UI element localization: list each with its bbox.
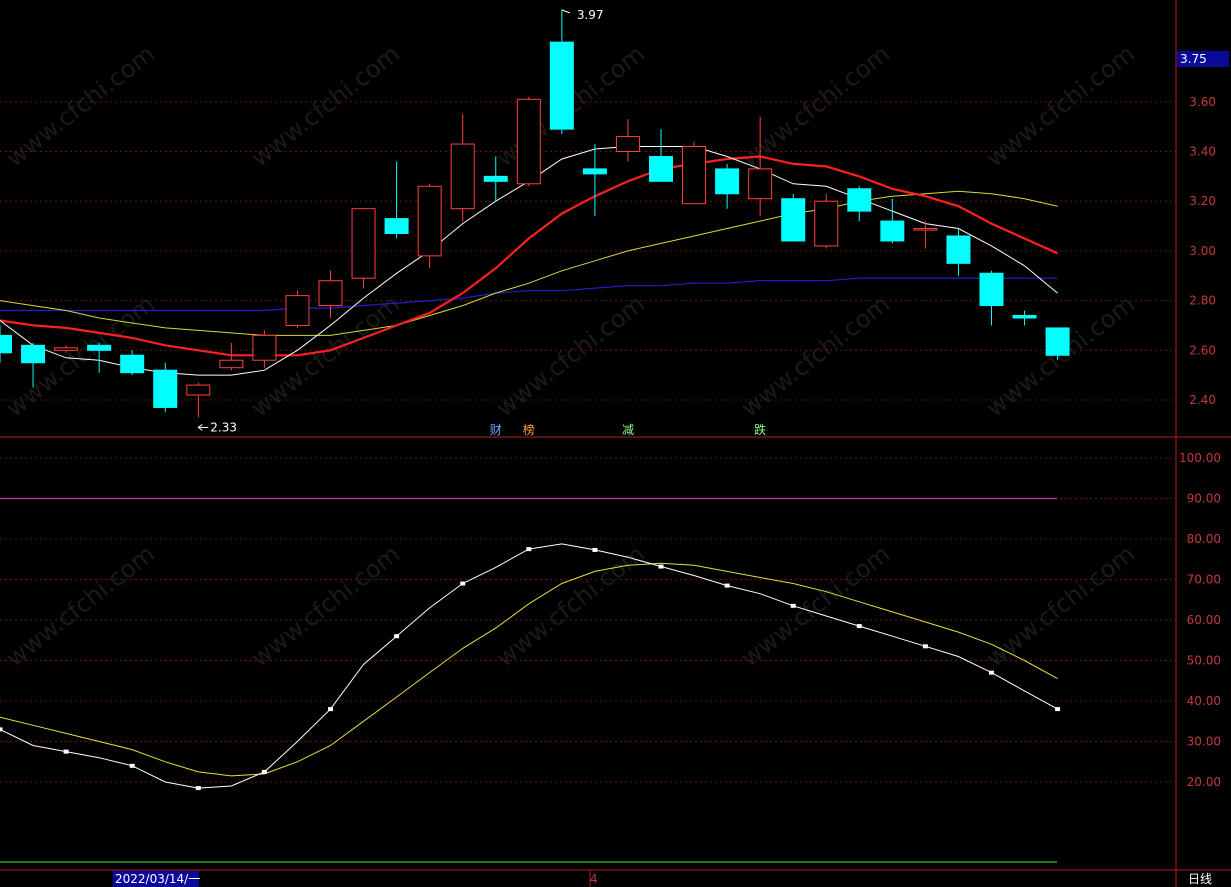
y-tick-label: 80.00: [1187, 532, 1221, 546]
indicator-point: [658, 564, 664, 569]
candle-body: [186, 384, 211, 396]
y-tick-label: 3.60: [1189, 95, 1216, 109]
y-tick-label: 2.40: [1189, 393, 1216, 407]
current-price-label: 3.75: [1180, 52, 1207, 66]
candle-body: [615, 136, 640, 152]
indicator-point: [1055, 707, 1061, 712]
y-tick-label: 70.00: [1187, 573, 1221, 587]
indicator-point: [790, 603, 796, 608]
annotation-arrow: [561, 9, 571, 14]
indicator-point: [261, 769, 267, 774]
candle-body: [21, 344, 46, 364]
candle-body: [450, 143, 475, 210]
candle-body: [54, 347, 79, 351]
candle-body: [285, 295, 310, 326]
current-price-box: [1177, 51, 1229, 67]
candle-body: [516, 98, 541, 185]
y-tick-label: 50.00: [1187, 654, 1221, 668]
y-tick-label: 20.00: [1187, 775, 1221, 789]
indicator-point: [328, 707, 333, 712]
y-tick-label: 40.00: [1187, 694, 1221, 708]
indicator-point: [592, 547, 598, 552]
ma-line-red: [0, 155, 1059, 357]
date-box[interactable]: [113, 871, 199, 887]
y-tick-label: 3.00: [1189, 244, 1216, 258]
y-axis-labels: 2.40 2.60 2.80 3.00 3.20 3.40 3.60 20.00 30.00 40…: [1179, 95, 1221, 789]
candle-body: [880, 220, 905, 242]
y-tick-label: 2.60: [1189, 343, 1216, 357]
candle-body: [252, 334, 277, 361]
candle-body: [1012, 315, 1037, 319]
indicator-point: [63, 749, 69, 754]
candle-body: [913, 228, 938, 231]
y-tick-label: 2.80: [1189, 294, 1216, 308]
candle-body: [0, 334, 12, 354]
indicator-lines: [0, 497, 1061, 863]
price-annotations: 3.97 2.33: [197, 8, 604, 434]
indicator-point: [460, 581, 466, 586]
y-tick-label: 3.40: [1189, 145, 1216, 159]
y-tick-label: 30.00: [1187, 735, 1221, 749]
candle-body: [1045, 327, 1070, 356]
candle-body: [946, 235, 971, 264]
candle-body: [649, 155, 673, 182]
candle-body: [219, 359, 244, 369]
high-price-annotation: 3.97: [577, 8, 604, 22]
indicator-point: [724, 583, 730, 588]
y-tick-label: 3.20: [1189, 194, 1216, 208]
indicator-point: [856, 624, 862, 629]
candle-body: [318, 280, 343, 307]
candle-body: [814, 200, 839, 247]
annotation-arrowhead: [197, 423, 203, 431]
y-tick-label: 90.00: [1187, 492, 1221, 506]
candle-body: [120, 354, 145, 374]
candle-body: [384, 218, 409, 235]
indicator-point: [989, 670, 994, 675]
candle-body: [582, 168, 607, 175]
candle-body: [351, 208, 376, 279]
candle-body: [417, 185, 442, 257]
indicator-point: [922, 644, 928, 649]
y-tick-label: 60.00: [1187, 613, 1221, 627]
candle-body: [682, 146, 707, 205]
candle-body: [847, 188, 872, 212]
candle-body: [153, 369, 178, 408]
candlestick-series: [0, 9, 1070, 418]
candle-body: [549, 41, 574, 130]
candle-body: [781, 198, 806, 242]
candle-body: [748, 168, 773, 200]
event-marker[interactable]: 财: [490, 423, 502, 437]
period-marker: 4: [590, 872, 598, 886]
indicator-line-yellow: [0, 562, 1058, 777]
ma-line-blue: [0, 277, 1058, 312]
event-marker[interactable]: 跌: [754, 422, 766, 437]
indicator-point: [195, 786, 201, 791]
period-label[interactable]: 日线: [1188, 872, 1212, 886]
indicator-point: [394, 634, 400, 639]
ma-line-yellow: [0, 190, 1058, 336]
candle-body: [483, 175, 508, 182]
y-tick-label: 100.00: [1179, 451, 1221, 465]
indicator-point: [526, 547, 532, 552]
indicator-point: [0, 727, 3, 732]
candle-body: [715, 168, 740, 195]
event-marker[interactable]: 榜: [523, 422, 535, 437]
low-price-annotation: 2.33: [210, 420, 237, 434]
event-marker[interactable]: 减: [622, 423, 634, 437]
candle-body: [87, 344, 112, 351]
event-markers: 财榜减跌: [490, 422, 766, 437]
candle-body: [979, 272, 1004, 307]
date-label: 2022/03/14/一: [115, 872, 200, 886]
indicator-point: [129, 763, 135, 768]
